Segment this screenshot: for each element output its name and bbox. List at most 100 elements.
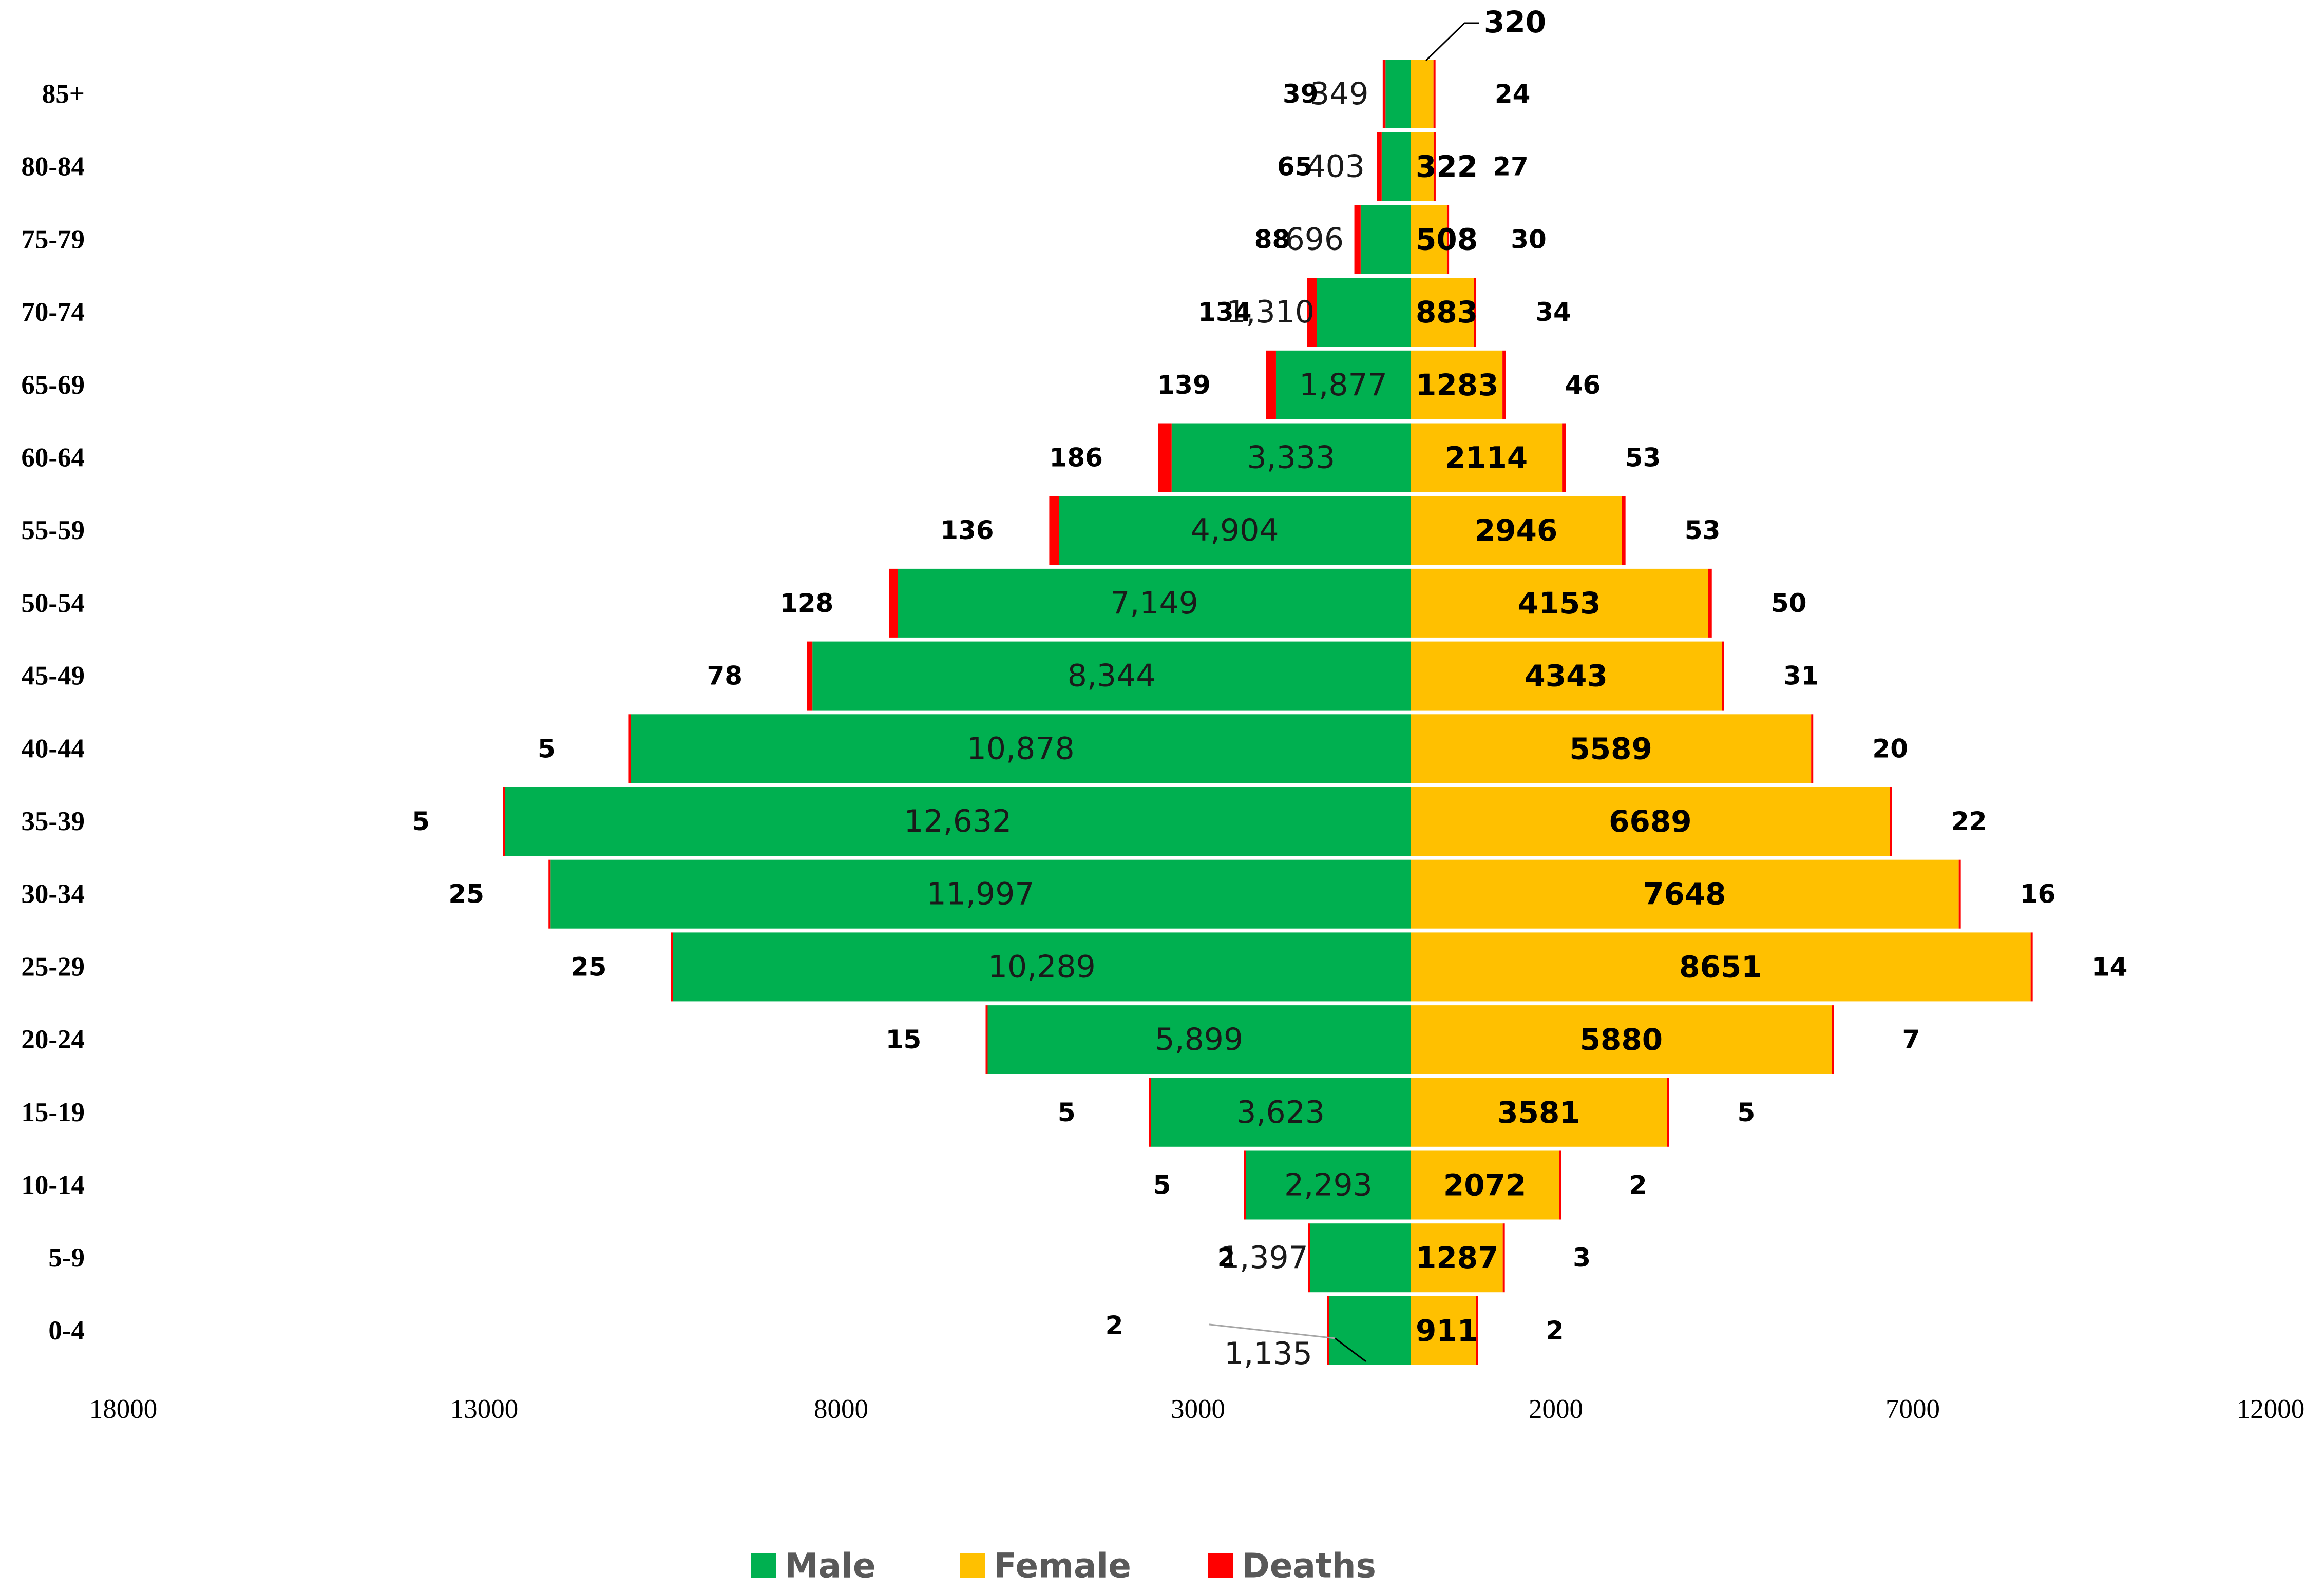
age-group-label: 65-69 (21, 370, 85, 400)
male-deaths-label: 139 (1157, 370, 1210, 400)
male-value-label: 403 (1306, 149, 1365, 185)
legend: Male Female Deaths (751, 1546, 1376, 1586)
male-value-label: 1,397 (1220, 1240, 1308, 1276)
male-deaths-label: 5 (538, 734, 556, 763)
male-bar (1360, 205, 1411, 274)
age-group-label: 35-39 (21, 807, 85, 836)
male-value-label: 696 (1285, 221, 1344, 257)
age-group-label: 10-14 (21, 1170, 85, 1200)
male-bar (1385, 60, 1411, 128)
age-group-label: 70-74 (21, 297, 85, 327)
female-deaths-label: 2 (1629, 1170, 1647, 1200)
male-bar (898, 568, 1411, 638)
female-deaths-label: 46 (1565, 370, 1601, 400)
female-deaths-label: 50 (1771, 588, 1807, 618)
female-value-label: 3581 (1497, 1095, 1580, 1130)
age-group-label: 0-4 (48, 1316, 85, 1346)
x-tick-label: 3000 (1171, 1394, 1225, 1424)
male-deaths-bar (503, 787, 505, 856)
male-value-label: 4,904 (1191, 512, 1279, 548)
leader-line (1335, 1337, 1366, 1362)
male-value-label: 8,344 (1068, 658, 1156, 694)
age-group-label: 60-64 (21, 443, 85, 473)
female-bar (1411, 1150, 1559, 1220)
female-value-label: 4153 (1518, 586, 1601, 621)
female-bar (1411, 1005, 1832, 1074)
male-bar (1171, 423, 1411, 492)
male-deaths-bar (548, 859, 551, 929)
male-deaths-label: 2 (1217, 1243, 1235, 1273)
female-bar (1411, 859, 1959, 929)
female-deaths-label: 16 (2020, 879, 2056, 909)
male-bar (1310, 1223, 1411, 1293)
age-group-label: 45-49 (21, 661, 85, 691)
male-deaths-label: 25 (448, 879, 484, 909)
female-bar (1411, 1296, 1476, 1365)
male-deaths-bar (1308, 1223, 1310, 1293)
male-deaths-bar (889, 568, 898, 638)
male-deaths-bar (1377, 132, 1382, 201)
female-value-label: 7648 (1643, 877, 1726, 912)
female-value-label: 883 (1416, 295, 1478, 330)
male-bar (1329, 1296, 1411, 1365)
bars-layer (503, 60, 2033, 1369)
age-group-label: 55-59 (21, 515, 85, 545)
male-value-label: 10,289 (988, 949, 1096, 985)
female-deaths-label: 7 (1902, 1025, 1920, 1054)
legend-female-label: Female (994, 1546, 1131, 1586)
male-deaths-label: 25 (571, 952, 607, 982)
female-bar (1411, 1078, 1667, 1147)
x-tick-label: 7000 (1885, 1394, 1940, 1424)
x-tick-label: 2000 (1529, 1394, 1583, 1424)
male-bar (1381, 132, 1411, 201)
legend-female-swatch (960, 1553, 985, 1578)
female-value-label: 5880 (1580, 1022, 1663, 1057)
legend-deaths-label: Deaths (1242, 1546, 1376, 1586)
female-deaths-bar (1832, 1005, 1834, 1074)
male-value-label: 1,135 (1224, 1336, 1312, 1372)
female-bar (1411, 423, 1563, 492)
male-bar (1059, 496, 1411, 565)
female-deaths-label: 14 (2092, 952, 2128, 982)
female-deaths-bar (1562, 423, 1566, 492)
male-deaths-bar (671, 932, 673, 1002)
male-deaths-bar (1149, 1078, 1151, 1147)
female-deaths-label: 27 (1493, 152, 1529, 182)
female-deaths-label: 34 (1535, 297, 1571, 327)
legend-deaths-swatch (1208, 1553, 1233, 1578)
male-value-label: 349 (1310, 76, 1369, 112)
female-deaths-bar (1667, 1078, 1669, 1147)
male-deaths-label: 88 (1254, 224, 1290, 254)
male-deaths-bar (1327, 1296, 1329, 1365)
female-deaths-bar (1890, 787, 1892, 856)
legend-male-label: Male (785, 1546, 876, 1586)
male-deaths-label: 15 (886, 1025, 922, 1054)
male-bar (987, 1005, 1411, 1074)
female-value-label: 508 (1416, 222, 1478, 257)
female-value-label: 911 (1416, 1313, 1478, 1348)
female-value-label: 2072 (1443, 1168, 1526, 1203)
male-deaths-label: 136 (940, 515, 994, 545)
female-deaths-bar (1722, 641, 1724, 711)
male-deaths-bar (1354, 205, 1361, 274)
male-bar (550, 859, 1411, 929)
age-group-label: 50-54 (21, 588, 85, 618)
male-bar (1246, 1150, 1411, 1220)
male-value-label: 1,877 (1299, 367, 1387, 403)
female-value-label: 8651 (1679, 949, 1762, 984)
female-bar (1411, 568, 1708, 638)
female-value-label: 4343 (1525, 659, 1607, 694)
male-deaths-label: 186 (1050, 443, 1103, 473)
male-bar (505, 787, 1411, 856)
age-group-label: 80-84 (21, 152, 85, 182)
x-tick-label: 8000 (814, 1394, 868, 1424)
male-deaths-label: 2 (1106, 1311, 1123, 1340)
male-bar (812, 641, 1411, 711)
male-deaths-bar (1158, 423, 1172, 492)
male-deaths-bar (807, 641, 813, 711)
female-deaths-bar (1502, 350, 1506, 419)
female-deaths-label: 31 (1783, 661, 1819, 691)
female-bar (1411, 787, 1890, 856)
female-bar (1411, 1223, 1503, 1293)
female-value-label: 1283 (1416, 368, 1498, 402)
